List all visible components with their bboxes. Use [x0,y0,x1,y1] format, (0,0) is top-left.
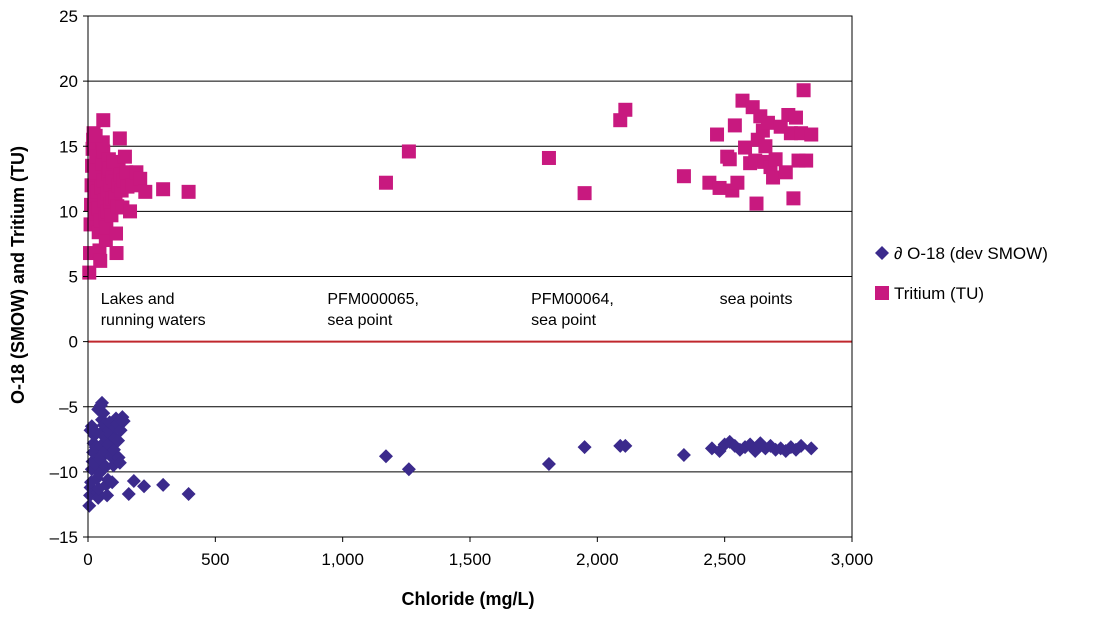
tritium-point [722,152,737,167]
tritium-point [749,196,764,211]
o18-point [111,433,126,448]
tritium-point [378,175,393,190]
annotation-1-line-1: sea point [327,312,392,329]
annotation-0-line-1: running waters [101,312,206,329]
tritium-point [109,226,124,241]
x-tick-label: 1,000 [321,550,364,569]
x-axis-ticks: 0 500 1,000 1,500 2,000 2,500 3,000 [83,537,873,569]
o18-point [794,438,809,453]
x-tick-label: 2,500 [703,550,746,569]
tritium-point [123,204,138,219]
y-tick-label: –10 [50,463,78,482]
tritium-point [804,127,819,142]
o18-point [618,438,633,453]
y-axis-ticks: –15 –10 –5 0 5 10 15 20 25 [50,7,88,547]
tritium-point [88,128,103,143]
x-tick-label: 500 [201,550,229,569]
series-tritium-points [82,83,819,280]
annotation-1-line-0: PFM000065, [327,291,419,308]
tritium-point [788,110,803,125]
o18-point [100,488,115,503]
o18-point [541,457,556,472]
o18-point [112,455,127,470]
tritium-point [727,118,742,133]
o18-point [577,440,592,455]
y-tick-label: 20 [59,72,78,91]
o18-point [126,473,141,488]
y-axis-title: O-18 (SMOW) and Tritium (TU) [8,146,28,404]
o18-point [156,477,171,492]
tritium-point [768,152,783,167]
x-axis-title: Chloride (mg/L) [402,589,535,609]
o18-point [82,498,97,513]
tritium-point [758,139,773,154]
tritium-point [112,131,127,146]
tritium-point [618,102,633,117]
tritium-point [796,83,811,98]
tritium-point [117,149,132,164]
gridlines [88,15,852,538]
y-tick-label: –5 [59,398,78,417]
legend-item-o18: ∂ O-18 (dev SMOW) [875,244,1048,263]
annotation-2-line-0: PFM00064, [531,291,614,308]
legend-tritium-label: Tritium (TU) [894,284,984,303]
annotation-0-line-0: Lakes and [101,291,175,308]
o18-point [181,487,196,502]
o18-point [378,449,393,464]
tritium-point [712,180,727,195]
tritium-point [541,150,556,165]
o18-point [137,479,152,494]
annotation-3-line-0: sea points [720,291,793,308]
tritium-point [401,144,416,159]
y-tick-label: 10 [59,202,78,221]
y-tick-label: 0 [69,333,78,352]
legend-o18-diamond-icon [875,246,889,260]
tritium-point [133,171,148,186]
o18-point [105,475,120,490]
x-tick-label: 1,500 [449,550,492,569]
tritium-point [156,182,171,197]
annotations: Lakes and running waters PFM000065, sea poi… [101,291,793,329]
o18-point [676,447,691,462]
legend-o18-label: ∂ O-18 (dev SMOW) [894,244,1048,263]
tritium-point [577,186,592,201]
tritium-point [730,175,745,190]
x-tick-label: 3,000 [831,550,874,569]
o18-point [96,406,111,421]
tritium-point [93,253,108,268]
tritium-point [109,246,124,261]
x-tick-label: 2,000 [576,550,619,569]
o18-point [95,395,110,410]
o18-point [116,414,131,429]
y-tick-label: 5 [69,268,78,287]
tritium-point [676,169,691,184]
tritium-point [766,170,781,185]
tritium-point [96,113,111,128]
legend-item-tritium: Tritium (TU) [875,284,984,303]
y-tick-label: 25 [59,7,78,26]
tritium-point [738,140,753,155]
annotation-2-line-1: sea point [531,312,596,329]
y-tick-label: –15 [50,528,78,547]
o18-point [401,462,416,477]
tritium-point [786,191,801,206]
tritium-point [760,115,775,130]
y-tick-label: 15 [59,137,78,156]
legend-tritium-square-icon [875,286,889,300]
x-tick-label: 0 [83,550,92,569]
series-o18-points [82,395,819,513]
tritium-point [181,184,196,199]
tritium-point [138,184,153,199]
o18-point [804,441,819,456]
legend: ∂ O-18 (dev SMOW) Tritium (TU) [875,244,1048,303]
tritium-point [799,153,814,168]
tritium-point [710,127,725,142]
o18-point [121,487,136,502]
tritium-point [778,165,793,180]
